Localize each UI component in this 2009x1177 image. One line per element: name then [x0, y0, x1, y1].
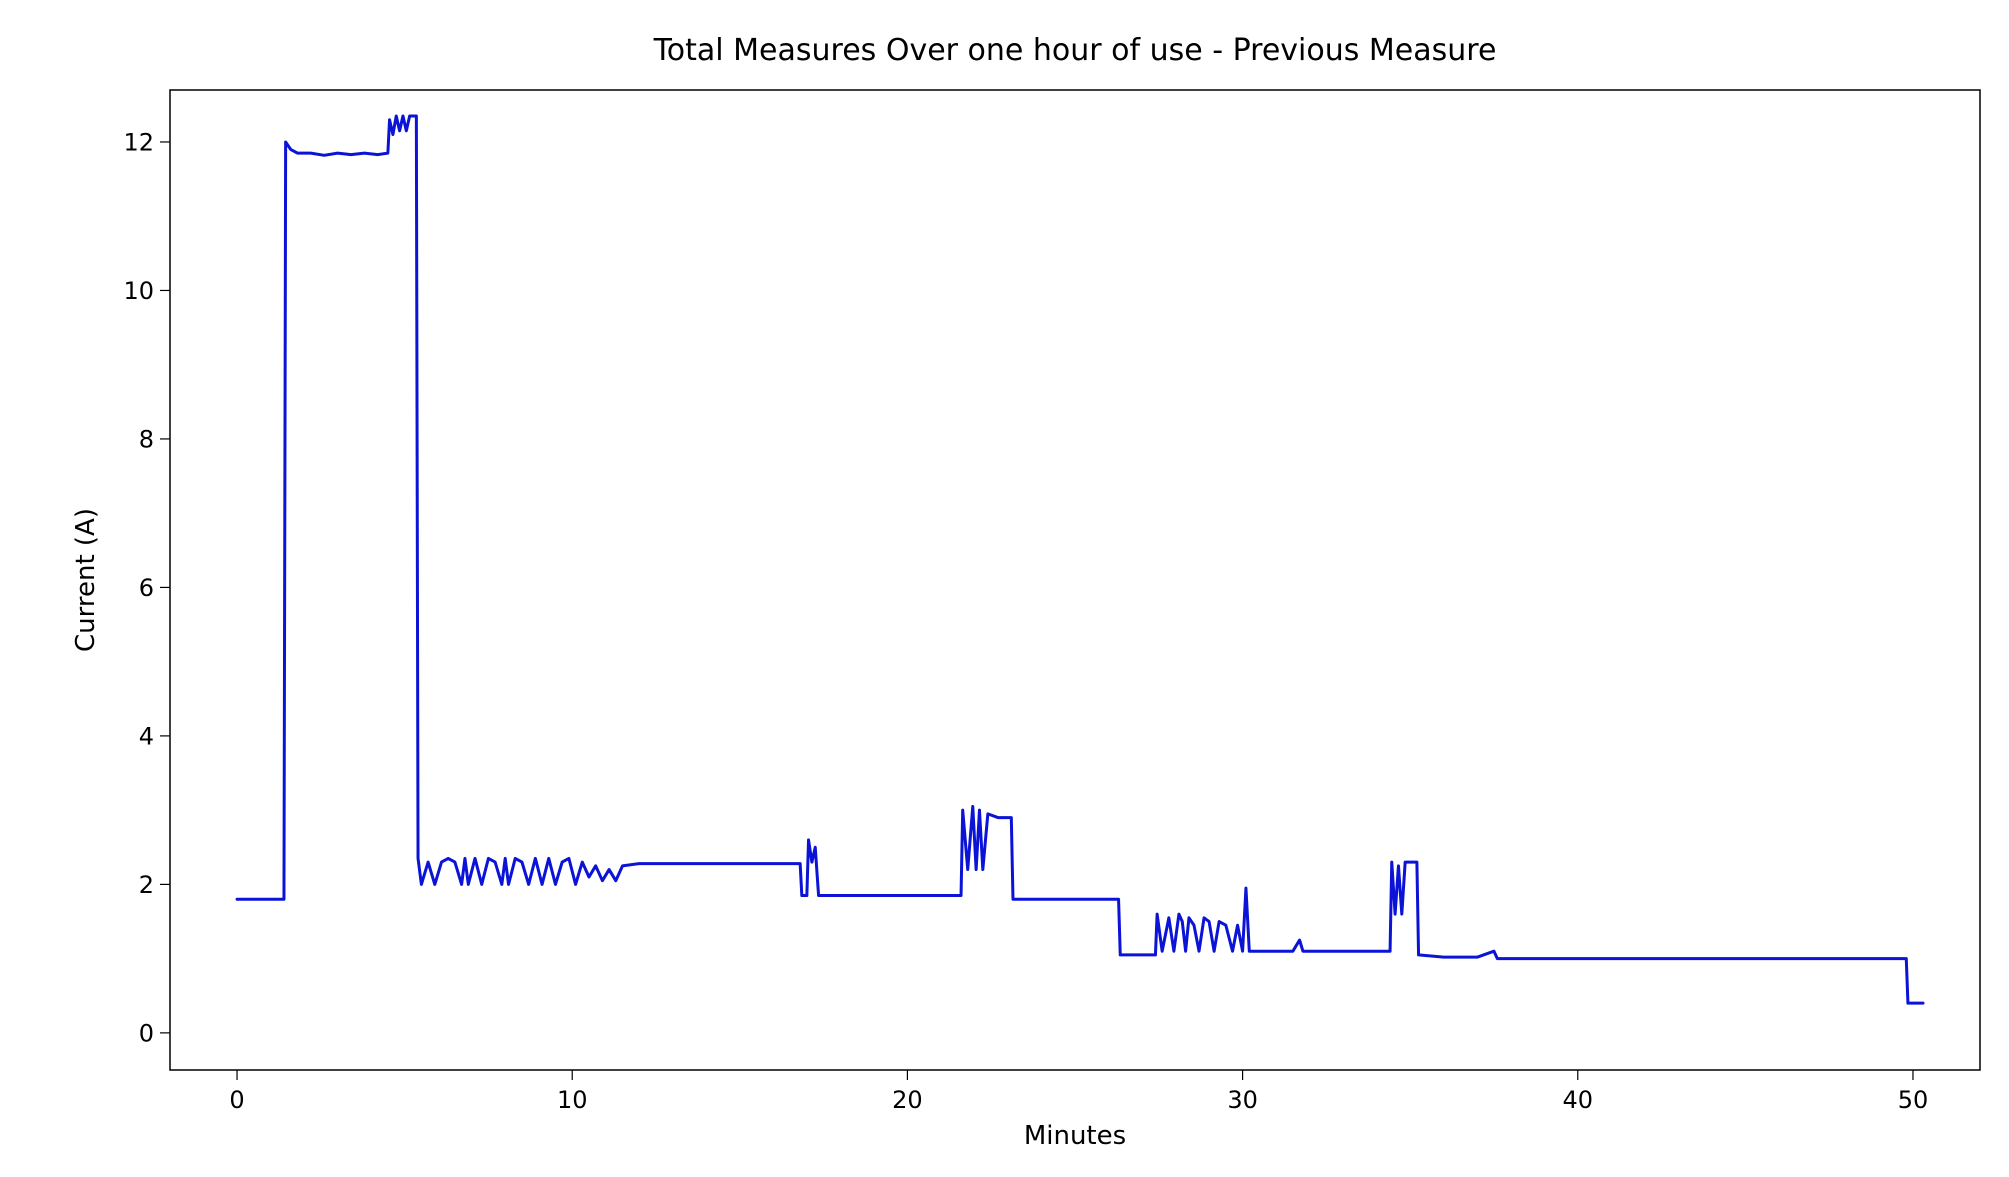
y-tick-label: 4 — [139, 722, 154, 750]
y-tick-label: 0 — [139, 1019, 154, 1047]
chart-title: Total Measures Over one hour of use - Pr… — [653, 33, 1497, 68]
x-tick-label: 20 — [892, 1086, 923, 1114]
y-tick-label: 10 — [123, 277, 154, 305]
x-tick-label: 10 — [557, 1086, 588, 1114]
x-tick-label: 0 — [229, 1086, 244, 1114]
x-axis-label: Minutes — [1024, 1121, 1126, 1151]
y-tick-label: 2 — [139, 871, 154, 899]
y-tick-label: 8 — [139, 425, 154, 453]
chart-container: 0 10 20 30 40 50 0 2 4 6 8 10 12 Minutes Current (A) To… — [0, 0, 2009, 1177]
y-axis-label: Current (A) — [71, 508, 101, 652]
x-tick-label: 50 — [1898, 1086, 1929, 1114]
y-tick-label: 6 — [139, 574, 154, 602]
y-tick-label: 12 — [123, 128, 154, 156]
x-tick-label: 30 — [1227, 1086, 1258, 1114]
x-tick-label: 40 — [1563, 1086, 1594, 1114]
line-chart: 0 10 20 30 40 50 0 2 4 6 8 10 12 Minutes Current (A) To… — [0, 0, 2009, 1177]
plot-area — [170, 90, 1980, 1070]
